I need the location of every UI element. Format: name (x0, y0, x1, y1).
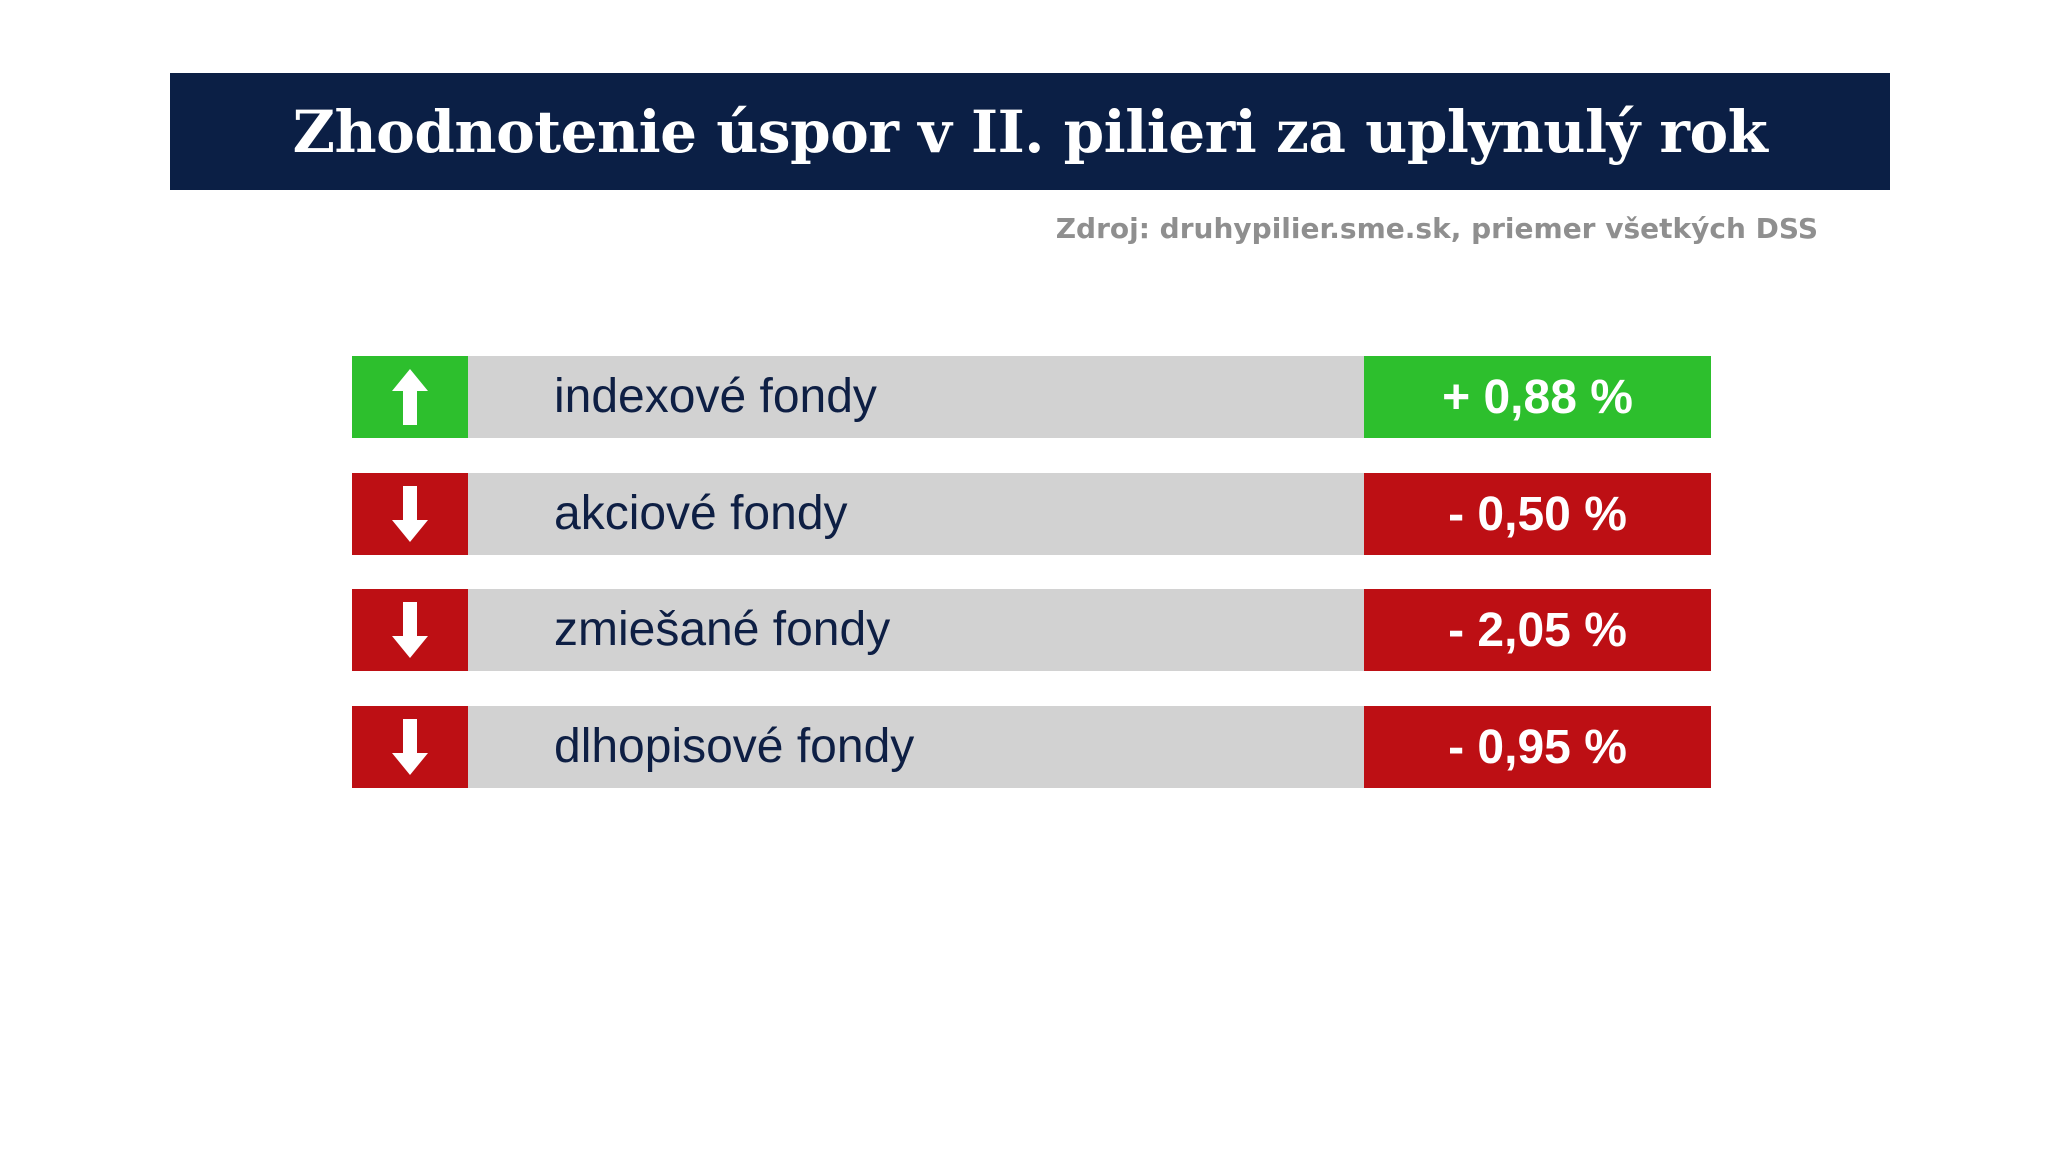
fund-row-indexove: indexové fondy + 0,88 % (352, 356, 1711, 438)
fund-label: indexové fondy (554, 370, 877, 423)
arrow-down-icon (352, 706, 468, 788)
fund-row-akciove: akciové fondy - 0,50 % (352, 473, 1711, 555)
fund-value: - 2,05 % (1364, 589, 1711, 671)
arrow-down-icon (352, 589, 468, 671)
fund-value: + 0,88 % (1364, 356, 1711, 438)
fund-value: - 0,95 % (1364, 706, 1711, 788)
fund-label: akciové fondy (554, 487, 848, 540)
fund-row-zmiesane: zmiešané fondy - 2,05 % (352, 589, 1711, 671)
source-note: Zdroj: druhypilier.sme.sk, priemer všetk… (1055, 212, 1818, 245)
fund-value: - 0,50 % (1364, 473, 1711, 555)
chart-title: Zhodnotenie úspor v II. pilieri za uplyn… (292, 97, 1768, 166)
arrow-up-icon (352, 356, 468, 438)
title-bar: Zhodnotenie úspor v II. pilieri za uplyn… (170, 73, 1890, 190)
fund-label: zmiešané fondy (554, 603, 891, 656)
fund-label: dlhopisové fondy (554, 720, 915, 773)
arrow-down-icon (352, 473, 468, 555)
fund-row-dlhopisove: dlhopisové fondy - 0,95 % (352, 706, 1711, 788)
